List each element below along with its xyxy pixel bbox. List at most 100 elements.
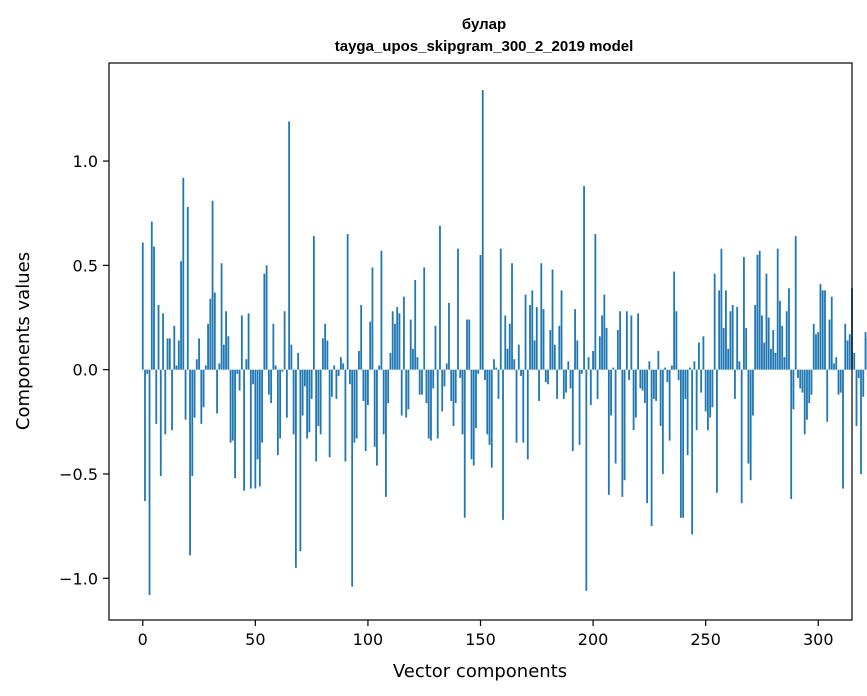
bar-209 — [612, 367, 615, 370]
y-axis-ticks: −1.0 −0.5 0.0 0.5 1.0 — [59, 152, 109, 588]
bar-203 — [598, 336, 601, 370]
bar-159 — [499, 248, 502, 370]
bar-306 — [830, 296, 833, 370]
bar-193 — [576, 340, 579, 370]
bar-291 — [797, 369, 799, 378]
bar-157 — [495, 367, 498, 370]
bar-85 — [333, 365, 336, 370]
bar-321 — [864, 332, 867, 370]
bar-21 — [189, 369, 191, 556]
bar-104 — [376, 369, 378, 466]
bar-107 — [382, 369, 385, 435]
bar-183 — [553, 344, 556, 370]
bar-171 — [526, 369, 529, 460]
bar-106 — [380, 250, 383, 370]
bar-305 — [828, 319, 831, 370]
x-tick-label: 0 — [138, 630, 148, 649]
bar-18 — [182, 177, 185, 370]
bar-182 — [551, 269, 554, 370]
bar-103 — [373, 369, 376, 447]
bar-233 — [666, 369, 669, 383]
bar-263 — [734, 369, 736, 399]
bar-8 — [159, 369, 162, 477]
bar-49 — [252, 369, 254, 385]
bar-165 — [513, 359, 516, 370]
bar-221 — [639, 369, 642, 389]
bar-208 — [610, 369, 612, 416]
bar-24 — [195, 359, 198, 370]
bar-134 — [443, 369, 446, 387]
bar-95 — [355, 369, 358, 439]
bar-249 — [702, 336, 705, 370]
bar-55 — [265, 265, 268, 370]
bar-123 — [418, 369, 421, 395]
bar-61 — [279, 369, 282, 439]
bar-78 — [317, 369, 320, 426]
bar-128 — [430, 369, 432, 441]
bar-121 — [414, 279, 417, 370]
bar-145 — [468, 319, 471, 370]
bar-201 — [594, 234, 597, 370]
bar-67 — [292, 369, 295, 435]
bar-247 — [698, 342, 700, 370]
bar-278 — [767, 317, 770, 370]
bar-252 — [709, 369, 712, 418]
bar-211 — [616, 330, 619, 370]
bar-282 — [776, 248, 779, 370]
bar-266 — [740, 369, 743, 504]
bar-16 — [177, 340, 180, 370]
bar-267 — [743, 257, 745, 370]
bar-117 — [405, 369, 408, 418]
bar-250 — [704, 369, 707, 412]
bar-253 — [711, 369, 714, 408]
bar-179 — [544, 369, 547, 383]
bar-294 — [803, 369, 806, 435]
bar-142 — [461, 369, 464, 435]
bar-17 — [180, 261, 182, 370]
bar-19 — [184, 369, 187, 420]
bar-27 — [202, 369, 205, 408]
bar-251 — [707, 369, 709, 431]
bar-310 — [839, 369, 842, 393]
bar-60 — [276, 369, 279, 456]
bar-105 — [378, 365, 381, 370]
bar-94 — [353, 369, 356, 443]
bar-202 — [596, 369, 599, 399]
bar-130 — [434, 325, 437, 370]
bar-48 — [249, 369, 252, 489]
bar-122 — [416, 357, 419, 370]
bar-288 — [790, 369, 793, 499]
bar-185 — [558, 325, 561, 370]
bar-196 — [583, 186, 585, 370]
bar-46 — [245, 359, 248, 370]
bar-22 — [191, 369, 194, 477]
bar-6 — [155, 369, 158, 424]
bar-277 — [765, 273, 768, 370]
bar-43 — [238, 369, 241, 391]
bar-313 — [846, 340, 849, 370]
bar-168 — [520, 369, 522, 376]
bar-45 — [243, 369, 245, 491]
bar-163 — [508, 323, 511, 370]
bar-189 — [567, 361, 570, 370]
bar-299 — [815, 334, 817, 370]
bar-245 — [693, 361, 696, 370]
bar-314 — [848, 334, 851, 370]
bar-284 — [781, 325, 784, 370]
bar-14 — [173, 325, 176, 370]
x-tick-label: 100 — [353, 630, 384, 649]
bar-118 — [407, 369, 410, 410]
bar-177 — [540, 263, 543, 370]
bar-76 — [312, 236, 315, 370]
bar-187 — [562, 369, 565, 399]
bar-75 — [310, 369, 313, 399]
bar-172 — [529, 304, 531, 370]
bar-194 — [578, 369, 581, 445]
bar-87 — [337, 369, 340, 376]
bar-0 — [141, 242, 144, 370]
bar-319 — [860, 369, 862, 474]
bar-154 — [488, 369, 491, 445]
bar-174 — [533, 340, 536, 370]
bar-81 — [324, 323, 327, 370]
